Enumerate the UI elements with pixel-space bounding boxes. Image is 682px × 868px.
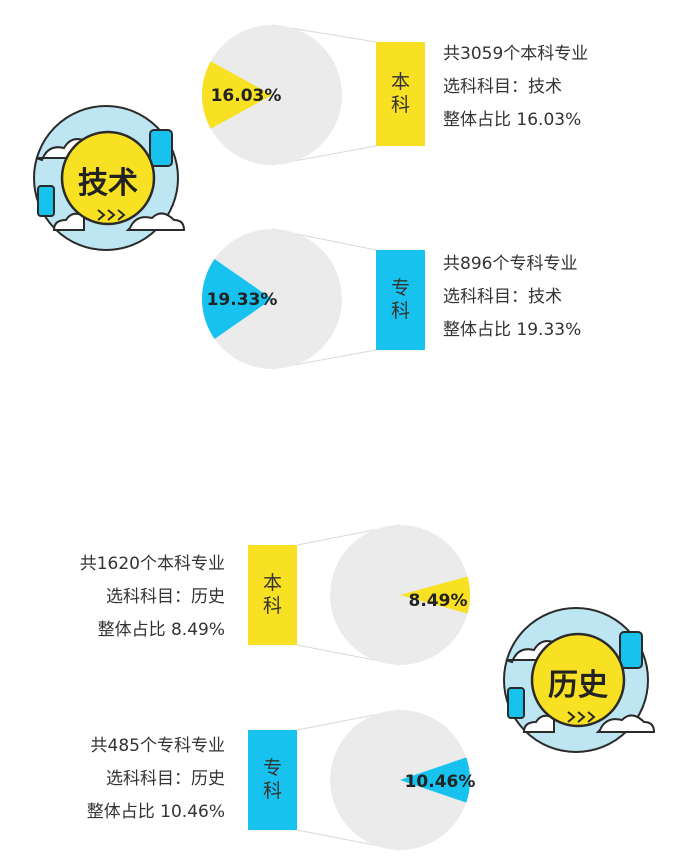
info-subject: 选科科目：技术 [443, 287, 562, 307]
info-total: 共1620个本科专业 [79, 554, 225, 574]
pie-slice-highlight [201, 259, 272, 339]
pie-data-label: 8.49% [409, 591, 468, 611]
category-tag-undergrad: 本 科 [248, 545, 297, 645]
info-subject: 选科科目：历史 [106, 587, 225, 607]
subject-badge-history [488, 592, 664, 768]
tag-char: 科 [262, 595, 282, 617]
info-total: 共896个专科专业 [443, 254, 578, 274]
pie-slice-highlight [400, 576, 470, 614]
tag-char: 科 [390, 300, 410, 322]
cloud-gear-illustration-icon [20, 92, 192, 264]
info-ratio: 整体占比 16.03% [443, 110, 582, 130]
info-block: 共1620个本科专业 选科科目：历史 整体占比 8.49% [80, 548, 225, 647]
tag-char: 本 [390, 71, 410, 93]
info-ratio: 整体占比 8.49% [97, 620, 225, 640]
info-block: 共896个专科专业 选科科目：技术 整体占比 19.33% [443, 248, 581, 347]
pie-data-label: 19.33% [207, 290, 278, 310]
info-total: 共3059个本科专业 [443, 44, 589, 64]
tag-char: 专 [262, 757, 282, 779]
info-ratio: 整体占比 10.46% [86, 802, 225, 822]
subject-badge-tech [18, 90, 194, 266]
cloud-gear-illustration-icon [490, 594, 662, 766]
info-block: 共485个专科专业 选科科目：历史 整体占比 10.46% [87, 730, 225, 829]
info-ratio: 整体占比 19.33% [443, 320, 582, 340]
subject-title: 历史 [548, 668, 608, 703]
tag-char: 科 [390, 94, 410, 116]
tag-char: 专 [390, 277, 410, 299]
pie-data-label: 10.46% [405, 772, 476, 792]
category-tag-college: 专 科 [376, 250, 425, 350]
info-subject: 选科科目：技术 [443, 77, 562, 97]
subject-title: 技术 [78, 166, 138, 201]
pie-data-label: 16.03% [211, 86, 282, 106]
tag-char: 本 [262, 572, 282, 594]
category-tag-college: 专 科 [248, 730, 297, 830]
pie-slice-highlight [202, 61, 272, 129]
pie-slice-highlight [400, 757, 471, 803]
category-tag-undergrad: 本 科 [376, 42, 425, 146]
tag-char: 科 [262, 780, 282, 802]
info-block: 共3059个本科专业 选科科目：技术 整体占比 16.03% [443, 38, 588, 137]
info-total: 共485个专科专业 [90, 736, 225, 756]
info-subject: 选科科目：历史 [106, 769, 225, 789]
